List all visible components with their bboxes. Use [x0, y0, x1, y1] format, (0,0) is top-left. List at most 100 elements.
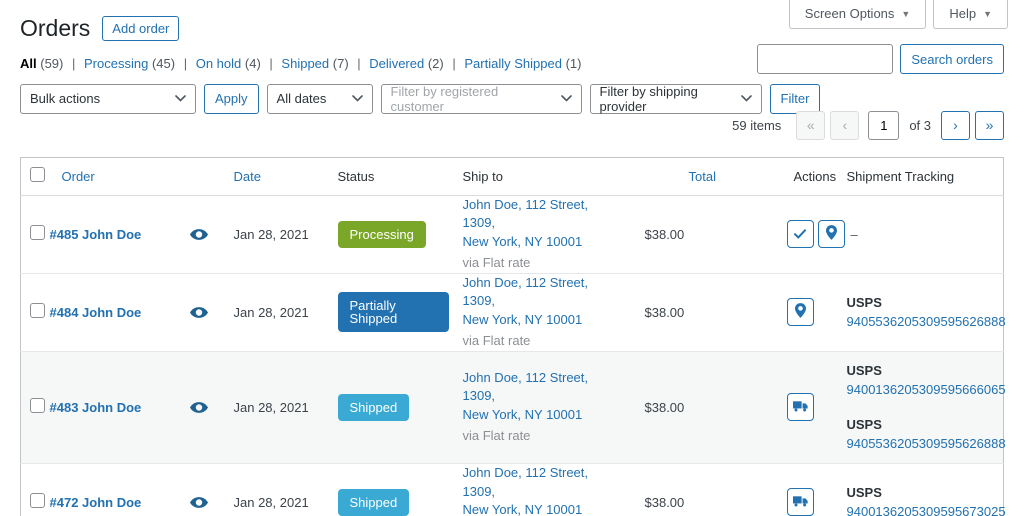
- row-checkbox[interactable]: [30, 493, 45, 509]
- status-badge: Partially Shipped: [337, 292, 449, 333]
- shipping-provider-select[interactable]: Filter by shipping provider: [589, 83, 762, 114]
- last-page-button[interactable]: »: [975, 110, 1004, 140]
- order-total: $38.00: [644, 494, 685, 510]
- track-shipment-button[interactable]: [786, 393, 814, 422]
- row-checkbox[interactable]: [30, 225, 45, 241]
- table-row: #484 John Doe Jan 28, 2021 Partially Shi…: [20, 273, 1006, 351]
- status-badge: Shipped: [337, 488, 410, 516]
- ship-to-header: Ship to: [462, 168, 503, 184]
- bulk-actions-value: Bulk actions: [30, 91, 101, 107]
- table-row: #472 John Doe Jan 28, 2021 Shipped John …: [20, 463, 1006, 516]
- bulk-actions-select[interactable]: Bulk actions: [20, 83, 196, 114]
- status-header: Status: [337, 168, 375, 184]
- add-order-button[interactable]: Add order: [102, 16, 180, 42]
- sort-total-header[interactable]: Total: [688, 168, 716, 184]
- actions-header: Actions: [793, 168, 837, 184]
- order-date: Jan 28, 2021: [233, 494, 309, 510]
- tracking-carrier: USPS: [846, 362, 882, 378]
- track-shipment-button[interactable]: [786, 488, 814, 516]
- chevron-down-icon: [560, 95, 572, 102]
- row-checkbox[interactable]: [30, 398, 45, 414]
- preview-eye-icon[interactable]: [189, 401, 208, 413]
- row-checkbox[interactable]: [30, 303, 45, 319]
- ship-to-link[interactable]: John Doe, 112 Street, 1309, New York, NY…: [462, 196, 589, 250]
- screen-meta-tabs: Screen Options ▼ Help ▼: [788, 0, 1008, 29]
- filter-shipped[interactable]: Shipped: [281, 55, 330, 71]
- chevron-down-icon: [740, 95, 752, 102]
- filter-processing[interactable]: Processing: [84, 55, 149, 71]
- first-page-button[interactable]: «: [796, 110, 826, 140]
- page-title: Orders: [20, 15, 91, 41]
- order-date: Jan 28, 2021: [233, 399, 309, 415]
- complete-order-button[interactable]: [786, 220, 814, 249]
- total-pages-label: of 3: [909, 117, 931, 133]
- preview-eye-icon[interactable]: [189, 306, 208, 318]
- no-tracking-dash: –: [850, 226, 858, 242]
- prev-page-button[interactable]: ‹: [830, 110, 860, 140]
- shipping-method: via Flat rate: [462, 255, 531, 271]
- track-shipment-button[interactable]: [817, 220, 845, 249]
- order-link[interactable]: #483 John Doe: [49, 399, 142, 415]
- ship-to-link[interactable]: John Doe, 112 Street, 1309, New York, NY…: [462, 274, 589, 328]
- search-input[interactable]: [757, 44, 894, 74]
- search-orders-button[interactable]: Search orders: [900, 44, 1004, 74]
- ship-to-link[interactable]: John Doe, 112 Street, 1309, New York, NY…: [462, 369, 589, 423]
- filter-shipped-count: (7): [332, 55, 349, 71]
- order-link[interactable]: #472 John Doe: [49, 494, 142, 510]
- filter-partially-shipped[interactable]: Partially Shipped: [464, 55, 562, 71]
- status-badge: Processing: [337, 220, 426, 248]
- chevron-down-icon: [175, 95, 186, 102]
- order-date: Jan 28, 2021: [233, 226, 309, 242]
- order-total: $38.00: [644, 226, 685, 242]
- tracking-number-link[interactable]: 9400136205309595673025: [846, 504, 1006, 516]
- order-total: $38.00: [644, 399, 685, 415]
- separator: |: [452, 55, 456, 71]
- table-row: #483 John Doe Jan 28, 2021 Shipped John …: [20, 351, 1006, 464]
- orders-table: Order Date Status Ship to Total Actions …: [20, 156, 1006, 516]
- filter-on-hold[interactable]: On hold: [195, 55, 242, 71]
- track-shipment-button[interactable]: [786, 298, 814, 327]
- screen-options-label: Screen Options: [804, 6, 895, 21]
- chevron-down-icon: ▼: [901, 8, 911, 19]
- sort-date-header[interactable]: Date: [233, 168, 261, 184]
- truck-icon: [792, 495, 808, 510]
- table-row: #485 John Doe Jan 28, 2021 Processing Jo…: [20, 195, 1004, 273]
- tracking-header: Shipment Tracking: [846, 168, 955, 184]
- pagination: 59 items « ‹ of 3 › »: [732, 110, 1004, 140]
- order-link[interactable]: #484 John Doe: [49, 304, 142, 320]
- filter-all-count: (59): [40, 55, 64, 71]
- screen-options-button[interactable]: Screen Options ▼: [788, 0, 927, 29]
- filter-processing-count: (45): [151, 55, 176, 71]
- tracking-number-link[interactable]: 9400136205309595666065: [846, 382, 1006, 398]
- filter-all[interactable]: All: [20, 55, 37, 71]
- filter-button[interactable]: Filter: [769, 83, 821, 114]
- tracking-number-link[interactable]: 9405536205309595626888: [846, 436, 1006, 452]
- dates-select[interactable]: All dates: [266, 83, 373, 114]
- help-button[interactable]: Help ▼: [933, 0, 1008, 29]
- next-page-button[interactable]: ›: [941, 110, 970, 140]
- sort-order-header[interactable]: Order: [61, 168, 95, 184]
- separator: |: [183, 55, 188, 71]
- separator: |: [269, 55, 273, 71]
- current-page-input[interactable]: [868, 110, 900, 140]
- preview-eye-icon[interactable]: [189, 228, 208, 240]
- help-label: Help: [949, 6, 977, 21]
- order-link[interactable]: #485 John Doe: [49, 226, 142, 242]
- ship-to-link[interactable]: John Doe, 112 Street, 1309, New York, NY…: [462, 464, 589, 516]
- tracking-number-link[interactable]: 9405536205309595626888: [846, 314, 1006, 330]
- items-count: 59 items: [732, 117, 782, 133]
- chevron-down-icon: [351, 95, 363, 102]
- preview-eye-icon[interactable]: [189, 496, 208, 508]
- filter-delivered[interactable]: Delivered: [369, 55, 425, 71]
- truck-icon: [792, 400, 808, 415]
- location-pin-icon: [794, 303, 806, 321]
- tracking-carrier: USPS: [846, 484, 882, 500]
- table-header-row: Order Date Status Ship to Total Actions …: [20, 157, 1004, 196]
- select-all-checkbox[interactable]: [30, 167, 45, 183]
- apply-button[interactable]: Apply: [204, 83, 259, 114]
- status-badge: Shipped: [337, 393, 410, 421]
- customer-filter-placeholder: Filter by registered customer: [390, 83, 499, 114]
- customer-filter-select[interactable]: Filter by registered customer: [380, 83, 582, 114]
- location-pin-icon: [825, 225, 837, 243]
